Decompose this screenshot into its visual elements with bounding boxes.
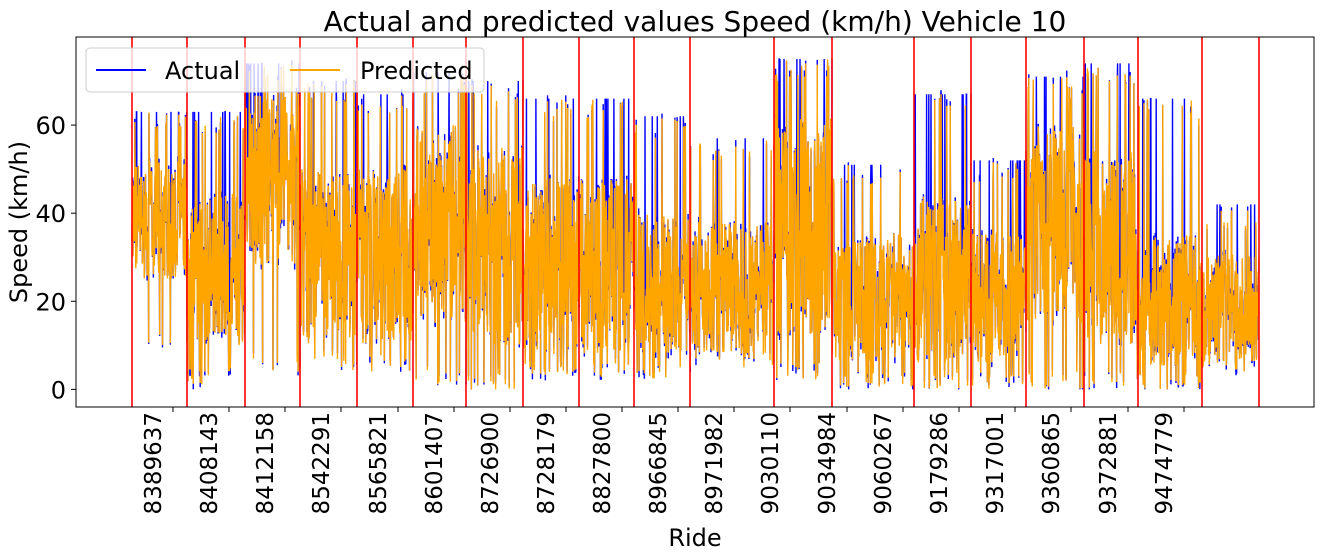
x-tick-label-8966845: 8966845 (646, 412, 672, 514)
series-predicted-line-9317001 (1025, 77, 1085, 389)
x-axis-label: Ride (668, 524, 721, 552)
series-predicted-line-8827800 (578, 99, 635, 377)
legend-label-predicted: Predicted (360, 57, 473, 85)
x-axis: 8389637 8408143 8412158 8542291 8565821 86014… (141, 407, 1185, 514)
y-tick-label-20: 20 (35, 288, 66, 316)
y-axis: 0 20 40 60 (35, 112, 76, 404)
x-tick-label-9034984: 9034984 (815, 412, 841, 514)
legend-label-actual: Actual (165, 57, 240, 85)
series-predicted-line-9034984 (831, 165, 915, 387)
series-predicted-line-9372881 (1137, 99, 1203, 390)
x-tick-label-9372881: 9372881 (1096, 412, 1122, 514)
series-predicted-line-8971982 (689, 140, 775, 368)
series-predicted-line-8408143 (186, 115, 246, 385)
series-predicted-line-8412158 (244, 65, 301, 372)
series-predicted-line-8542291 (299, 81, 358, 371)
series-predicted-line-8389637 (131, 112, 188, 345)
series-predicted-line-8966845 (633, 118, 691, 379)
y-tick-label-0: 0 (51, 376, 66, 404)
plot-area (131, 37, 1260, 407)
series-predicted-line-8565821 (356, 95, 414, 372)
x-tick-label-8408143: 8408143 (197, 412, 223, 514)
y-tick-label-60: 60 (35, 112, 66, 140)
y-tick-label-40: 40 (35, 200, 66, 228)
series-predicted-line-8728179 (522, 99, 580, 375)
x-tick-label-8542291: 8542291 (309, 412, 335, 514)
x-tick-label-8601407: 8601407 (422, 412, 448, 514)
plot-frame (75, 36, 1315, 408)
series-predicted-line-9474779 (1201, 210, 1260, 372)
series-predicted-line-8601407 (412, 73, 467, 385)
x-tick-label-8827800: 8827800 (590, 412, 616, 514)
chart-title: Actual and predicted values Speed (km/h)… (324, 5, 1067, 38)
x-tick-label-8971982: 8971982 (702, 412, 728, 514)
x-tick-label-9179286: 9179286 (927, 412, 953, 514)
x-tick-label-9474779: 9474779 (1152, 412, 1178, 514)
series-predicted-line-8726900 (465, 84, 524, 390)
x-tick-label-8726900: 8726900 (478, 412, 504, 514)
series-predicted-line-9060267 (913, 94, 972, 389)
x-tick-label-9030110: 9030110 (758, 412, 784, 514)
x-tick-label-8389637: 8389637 (141, 412, 167, 514)
x-tick-label-8565821: 8565821 (366, 412, 392, 514)
legend-box (85, 47, 485, 93)
x-tick-label-9060267: 9060267 (871, 412, 897, 514)
series-predicted-line-9179286 (970, 162, 1027, 389)
x-tick-label-8412158: 8412158 (253, 412, 279, 514)
x-tick-label-9317001: 9317001 (983, 412, 1009, 514)
series-predicted-line-9360865 (1083, 67, 1139, 388)
legend: Actual Predicted (85, 47, 485, 93)
y-axis-label: Speed (km/h) (5, 141, 33, 303)
series-predicted-line-9030110 (773, 59, 833, 380)
x-tick-label-8728179: 8728179 (534, 412, 560, 514)
x-tick-label-9360865: 9360865 (1039, 412, 1065, 514)
